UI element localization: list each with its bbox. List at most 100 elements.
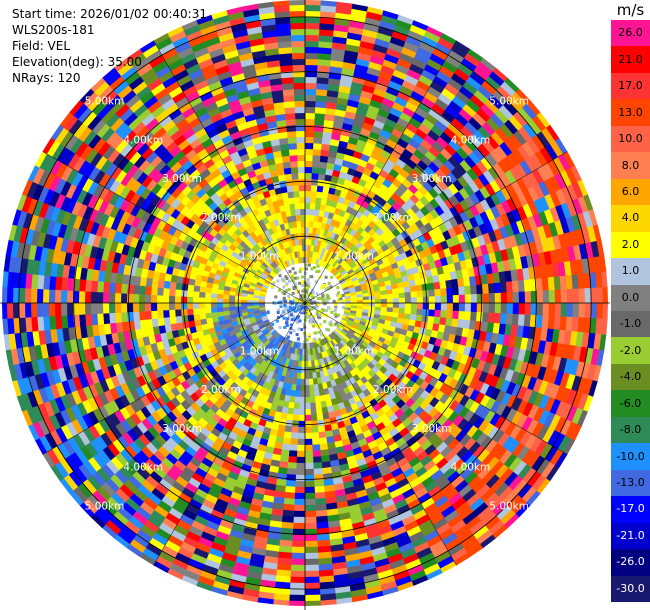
velocity-gate xyxy=(544,208,555,225)
velocity-gate xyxy=(304,582,320,590)
velocity-gate xyxy=(304,408,311,416)
velocity-gate xyxy=(227,584,245,595)
velocity-gate xyxy=(330,379,337,388)
velocity-gate xyxy=(314,395,321,403)
velocity-gate xyxy=(340,270,348,276)
velocity-gate xyxy=(320,4,337,13)
velocity-gate xyxy=(269,428,278,437)
velocity-gate xyxy=(320,455,331,463)
velocity-gate xyxy=(412,112,426,124)
velocity-gate xyxy=(481,80,498,96)
velocity-gate xyxy=(322,216,329,224)
velocity-gate xyxy=(272,447,282,456)
velocity-gate xyxy=(502,155,516,171)
velocity-gate xyxy=(320,149,330,157)
velocity-gate xyxy=(232,517,247,528)
velocity-gate xyxy=(583,317,592,334)
velocity-gate xyxy=(396,90,411,102)
velocity-gate xyxy=(331,41,347,51)
velocity-gate xyxy=(507,152,521,168)
velocity-gate xyxy=(464,155,477,169)
velocity-gate xyxy=(384,320,392,327)
velocity-gate xyxy=(536,290,544,304)
velocity-gate xyxy=(360,332,368,339)
velocity-gate xyxy=(474,201,486,215)
velocity-gate xyxy=(368,309,376,315)
velocity-gate xyxy=(195,542,212,554)
velocity-gate xyxy=(316,185,324,193)
velocity-gate xyxy=(198,297,206,303)
velocity-gate xyxy=(537,225,548,241)
velocity-gate xyxy=(498,486,514,502)
velocity-gate xyxy=(357,323,366,330)
velocity-gate xyxy=(367,288,375,294)
velocity-gate xyxy=(337,402,346,411)
velocity-gate xyxy=(272,416,281,425)
velocity-gate xyxy=(549,449,564,467)
velocity-gate xyxy=(510,269,519,282)
velocity-gate xyxy=(327,193,335,201)
velocity-gate xyxy=(443,186,455,199)
velocity-gate xyxy=(468,151,482,165)
velocity-gate xyxy=(436,70,452,84)
velocity-gate xyxy=(307,244,312,252)
velocity-gate xyxy=(372,265,381,273)
velocity-gate xyxy=(275,405,283,413)
velocity-gate xyxy=(492,429,505,444)
velocity-gate xyxy=(464,386,475,399)
velocity-gate xyxy=(440,288,448,297)
velocity-gate xyxy=(377,487,390,498)
velocity-gate xyxy=(312,456,322,464)
velocity-gate xyxy=(332,194,340,203)
velocity-gate xyxy=(445,422,458,435)
velocity-gate xyxy=(321,382,328,390)
velocity-gate xyxy=(534,327,543,341)
velocity-gate xyxy=(514,359,524,374)
velocity-gate xyxy=(336,363,344,372)
velocity-gate xyxy=(420,557,438,571)
velocity-gate xyxy=(485,474,501,489)
velocity-gate xyxy=(317,419,325,427)
velocity-gate xyxy=(474,213,485,227)
velocity-gate xyxy=(555,385,567,402)
velocity-gate xyxy=(512,479,528,496)
velocity-gate xyxy=(512,460,528,477)
velocity-gate xyxy=(446,471,461,484)
velocity-gate xyxy=(452,310,460,320)
velocity-gate xyxy=(313,468,323,476)
velocity-gate xyxy=(505,408,518,423)
velocity-gate xyxy=(294,498,305,506)
velocity-gate xyxy=(331,353,338,361)
velocity-gate xyxy=(494,282,502,294)
velocity-gate xyxy=(563,151,576,169)
velocity-gate xyxy=(315,197,322,205)
velocity-gate xyxy=(84,302,92,315)
velocity-gate xyxy=(403,41,420,53)
velocity-gate xyxy=(60,289,68,303)
velocity-gate xyxy=(517,107,533,124)
velocity-gate xyxy=(443,325,452,335)
velocity-gate xyxy=(364,454,376,465)
velocity-gate xyxy=(490,149,504,164)
velocity-gate xyxy=(429,53,446,66)
velocity-gate xyxy=(593,256,602,274)
velocity-gate xyxy=(346,233,354,242)
velocity-gate xyxy=(344,323,352,330)
velocity-gate xyxy=(330,332,337,340)
velocity-gate xyxy=(132,302,140,312)
velocity-gate xyxy=(407,325,415,333)
velocity-gate xyxy=(327,361,334,369)
velocity-gate xyxy=(454,479,469,494)
velocity-gate xyxy=(472,445,486,459)
velocity-gate xyxy=(497,432,511,448)
velocity-gate xyxy=(314,480,325,488)
velocity-gate xyxy=(380,64,396,76)
velocity-gate xyxy=(438,222,449,234)
velocity-gate xyxy=(440,148,453,161)
velocity-gate xyxy=(387,41,404,53)
velocity-gate xyxy=(276,341,282,349)
velocity-gate xyxy=(281,350,287,358)
velocity-gate xyxy=(348,259,356,267)
velocity-gate xyxy=(392,303,400,309)
velocity-gate xyxy=(527,118,542,136)
